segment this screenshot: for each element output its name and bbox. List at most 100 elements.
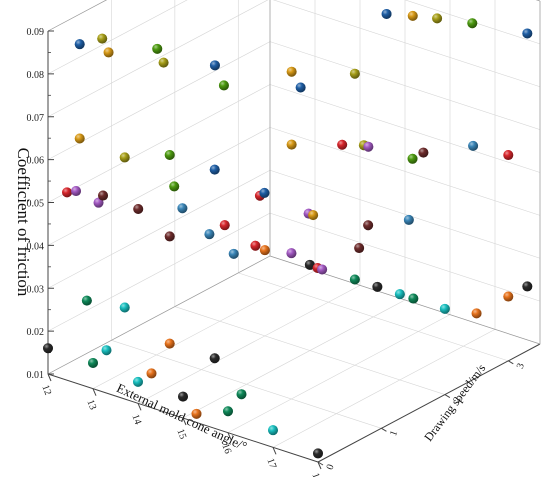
data-point bbox=[349, 274, 360, 285]
data-point bbox=[503, 291, 514, 302]
data-point-shade bbox=[439, 303, 450, 314]
data-point bbox=[372, 281, 383, 292]
data-point bbox=[432, 13, 443, 24]
z-axis-title: Coefficient of friction bbox=[14, 148, 33, 297]
grid-line-y bbox=[111, 340, 382, 429]
data-point bbox=[394, 289, 405, 300]
y-tick-label: 2 bbox=[451, 395, 463, 403]
data-point-shade bbox=[209, 353, 220, 364]
data-point bbox=[93, 197, 104, 208]
data-point bbox=[146, 368, 157, 379]
data-point-shade bbox=[74, 133, 85, 144]
data-point bbox=[81, 295, 92, 306]
z-tick-label: 0.07 bbox=[27, 113, 45, 124]
z-tick-label: 0.01 bbox=[27, 370, 45, 381]
data-point-shade bbox=[471, 308, 482, 319]
data-point-shade bbox=[152, 43, 163, 54]
data-point-shade bbox=[119, 152, 130, 163]
data-point-shade bbox=[468, 140, 479, 151]
data-point-shade bbox=[467, 18, 478, 29]
data-point bbox=[471, 308, 482, 319]
data-point-shade bbox=[133, 203, 144, 214]
data-point-shade bbox=[522, 28, 533, 39]
data-point-shade bbox=[228, 248, 239, 259]
data-point bbox=[259, 245, 270, 256]
data-point bbox=[286, 248, 297, 259]
grid-line-z bbox=[47, 0, 269, 118]
data-point-shade bbox=[93, 197, 104, 208]
data-point-shade bbox=[43, 343, 53, 354]
data-point-shade bbox=[354, 243, 365, 254]
data-point-shade bbox=[97, 33, 108, 44]
data-point-shade bbox=[119, 302, 130, 313]
data-point bbox=[119, 152, 130, 163]
data-point-shade bbox=[103, 47, 114, 58]
x-tick-mark bbox=[182, 417, 187, 426]
data-point-shade bbox=[349, 274, 360, 285]
y-tick-label: 0 bbox=[325, 463, 337, 471]
data-point bbox=[209, 60, 220, 71]
x-tick-label: 13 bbox=[84, 398, 98, 411]
data-point bbox=[119, 302, 130, 313]
data-point bbox=[164, 231, 175, 242]
data-point bbox=[467, 18, 478, 29]
data-point-shade bbox=[503, 150, 514, 161]
data-point bbox=[223, 406, 233, 417]
data-point bbox=[354, 243, 365, 254]
data-point bbox=[313, 448, 323, 459]
grid-line-z bbox=[47, 0, 188, 75]
data-point-shade bbox=[98, 190, 109, 201]
data-point-shade bbox=[313, 448, 323, 459]
data-point-shade bbox=[304, 259, 315, 270]
y-tick-mark bbox=[317, 461, 324, 466]
data-point-shade bbox=[74, 39, 85, 50]
frame-edge bbox=[47, 255, 271, 375]
data-point bbox=[204, 229, 215, 240]
data-point-shade bbox=[219, 220, 230, 231]
data-point-shade bbox=[88, 357, 98, 368]
data-point-shade bbox=[295, 82, 306, 93]
data-point bbox=[259, 187, 270, 198]
x-tick-label: 12 bbox=[39, 384, 53, 397]
x-tick-mark bbox=[47, 373, 52, 382]
z-tick-label: 0.04 bbox=[27, 241, 45, 252]
grid-line-z bbox=[47, 84, 271, 203]
data-point-shade bbox=[164, 338, 175, 349]
data-point-shade bbox=[407, 10, 418, 21]
data-point bbox=[407, 153, 418, 164]
data-point-shade bbox=[218, 80, 229, 91]
y-tick-label: 3 bbox=[515, 362, 527, 370]
y-tick-mark bbox=[381, 427, 387, 432]
grid-line-x bbox=[227, 314, 451, 433]
data-point-shade bbox=[286, 139, 297, 150]
data-point-shade bbox=[71, 186, 82, 197]
data-point bbox=[43, 343, 53, 354]
data-point bbox=[62, 187, 73, 198]
data-point-shade bbox=[286, 66, 297, 77]
tick-layer: 0.010.020.030.040.050.060.070.080.091213… bbox=[27, 27, 527, 477]
x-tick-mark bbox=[272, 447, 277, 455]
data-point-shade bbox=[209, 60, 220, 71]
data-point-shade bbox=[268, 425, 278, 436]
grid-line-z bbox=[47, 169, 271, 289]
data-point bbox=[250, 240, 261, 251]
data-point bbox=[349, 68, 360, 79]
data-point bbox=[418, 147, 429, 158]
y-axis-title: Drawing speed/m/s bbox=[421, 361, 488, 444]
data-point-shade bbox=[250, 240, 261, 251]
data-point-shade bbox=[372, 281, 383, 292]
data-point-shade bbox=[381, 8, 392, 19]
data-point bbox=[169, 181, 180, 192]
grid-line-z bbox=[47, 41, 271, 160]
data-point-shade bbox=[394, 289, 405, 300]
data-point bbox=[97, 33, 108, 44]
z-tick-label: 0.08 bbox=[27, 70, 45, 81]
data-point-shade bbox=[133, 376, 143, 387]
grid-line-x bbox=[137, 285, 361, 404]
data-point bbox=[317, 264, 328, 275]
z-tick-label: 0.02 bbox=[27, 327, 45, 338]
data-point bbox=[522, 28, 533, 39]
data-point-shade bbox=[101, 345, 112, 356]
x-tick-mark bbox=[317, 461, 322, 470]
grid-line-z bbox=[47, 0, 107, 32]
